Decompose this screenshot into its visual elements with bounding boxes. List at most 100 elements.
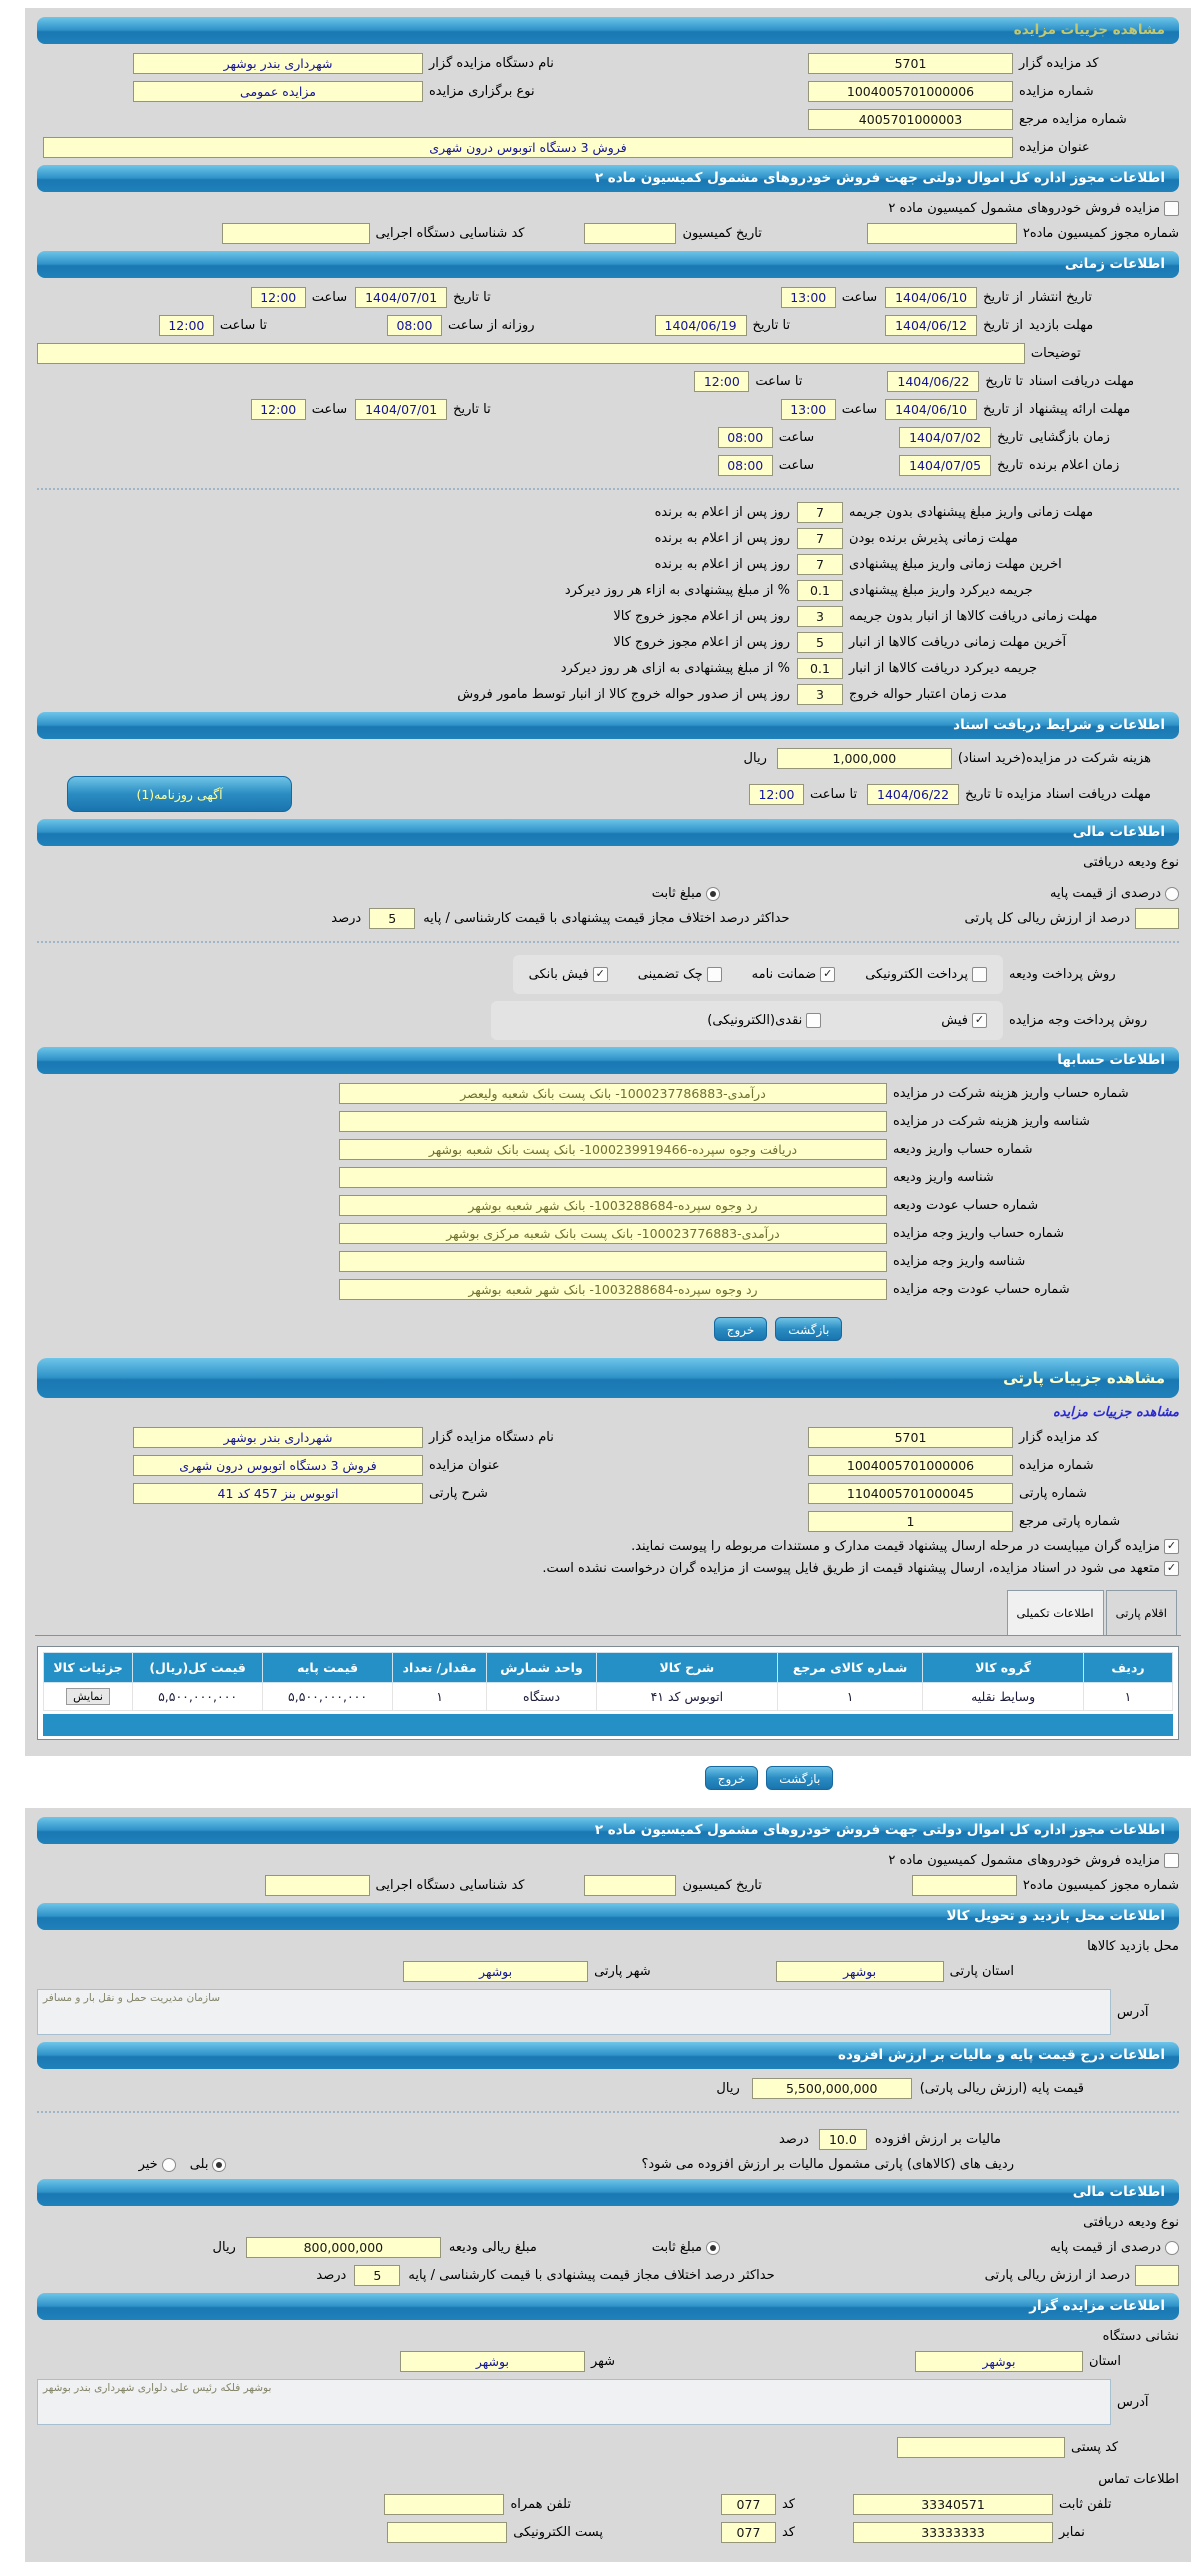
penalty-value[interactable] — [797, 580, 843, 601]
parti-title-field[interactable] — [133, 1455, 423, 1476]
offer-from-date[interactable] — [885, 399, 978, 420]
account-field[interactable] — [339, 1167, 887, 1188]
deposit-percent-field[interactable] — [1135, 2265, 1179, 2286]
penalty-value[interactable] — [797, 554, 843, 575]
organizer-city-field[interactable] — [399, 2351, 585, 2372]
opening-time[interactable] — [717, 427, 773, 448]
offer-from-time[interactable] — [780, 399, 836, 420]
auction-code-field[interactable] — [808, 53, 1013, 74]
docs-to-date[interactable] — [887, 371, 980, 392]
penalty-value[interactable] — [797, 528, 843, 549]
parti-auction-number-field[interactable] — [808, 1455, 1013, 1476]
parti-address-field[interactable]: سازمان مدیریت حمل و نقل بار و مسافر — [37, 1989, 1111, 2035]
tab-extra-info[interactable]: اطلاعات تکمیلی — [1006, 1590, 1104, 1635]
account-field[interactable] — [339, 1223, 887, 1244]
parti-number-field[interactable] — [808, 1483, 1013, 1504]
publish-from-date[interactable] — [885, 287, 978, 308]
account-field[interactable] — [339, 1195, 887, 1216]
max-diff-field[interactable] — [369, 908, 416, 929]
cash-electronic-checkbox[interactable] — [806, 1013, 822, 1028]
commission-permit-field[interactable] — [866, 223, 1017, 244]
penalty-value[interactable] — [797, 658, 843, 679]
show-item-details-button[interactable]: نمایش — [66, 1688, 110, 1705]
commission-checkbox[interactable] — [1164, 1853, 1179, 1868]
commission-checkbox[interactable] — [1164, 201, 1179, 216]
no-file-offer-checkbox[interactable] — [1164, 1561, 1179, 1576]
deposit-amount-field[interactable] — [245, 2237, 441, 2258]
max-diff-field[interactable] — [354, 2265, 401, 2286]
fixed-amount-radio[interactable] — [706, 2240, 721, 2255]
visit-daily-to[interactable] — [158, 315, 214, 336]
percent-of-base-radio[interactable] — [1165, 2240, 1179, 2255]
postal-code-field[interactable] — [897, 2437, 1065, 2458]
back-button[interactable]: بازگشت — [775, 1317, 843, 1341]
tab-parti-items[interactable]: اقلام پارتی — [1105, 1590, 1177, 1635]
electronic-payment-checkbox[interactable] — [972, 967, 987, 982]
parti-ref-field[interactable] — [808, 1511, 1013, 1532]
visit-from-date[interactable] — [885, 315, 978, 336]
commission-date-field[interactable] — [584, 223, 677, 244]
parti-auction-code-field[interactable] — [808, 1427, 1013, 1448]
slip-checkbox[interactable] — [972, 1013, 987, 1028]
auction-org-field[interactable] — [133, 53, 423, 74]
parti-city-field[interactable] — [403, 1961, 589, 1982]
parti-org-field[interactable] — [133, 1427, 423, 1448]
penalty-value[interactable] — [797, 684, 843, 705]
bank-slip-checkbox[interactable] — [592, 967, 608, 982]
offer-to-time[interactable] — [250, 399, 306, 420]
phone-field[interactable] — [853, 2494, 1053, 2515]
fixed-amount-radio[interactable] — [706, 886, 721, 901]
publish-to-date[interactable] — [355, 287, 448, 308]
docs-to-time[interactable] — [694, 371, 750, 392]
account-field[interactable] — [339, 1251, 887, 1272]
winner-time[interactable] — [717, 455, 773, 476]
account-field[interactable] — [339, 1083, 887, 1104]
vat-yes-radio[interactable] — [212, 2157, 227, 2172]
publish-from-time[interactable] — [780, 287, 836, 308]
certified-check-checkbox[interactable] — [706, 967, 722, 982]
docs-fee-field[interactable] — [776, 748, 952, 769]
penalty-value[interactable] — [797, 632, 843, 653]
opening-date[interactable] — [899, 427, 992, 448]
vat-field[interactable] — [818, 2129, 867, 2150]
deposit-percent-field[interactable] — [1135, 908, 1179, 929]
back-button[interactable]: بازگشت — [766, 1766, 834, 1790]
auction-ref-field[interactable] — [808, 109, 1013, 130]
base-price-field[interactable] — [751, 2078, 912, 2099]
penalty-value[interactable] — [797, 606, 843, 627]
commission-date-field[interactable] — [584, 1875, 677, 1896]
docs-deadline-time[interactable] — [748, 783, 804, 805]
phone-code-field[interactable] — [720, 2494, 776, 2515]
account-field[interactable] — [339, 1139, 887, 1160]
auction-number-field[interactable] — [808, 81, 1013, 102]
fax-field[interactable] — [853, 2522, 1053, 2543]
commission-agency-field[interactable] — [264, 1875, 370, 1896]
publish-to-time[interactable] — [250, 287, 306, 308]
auction-title-field[interactable] — [43, 137, 1013, 158]
offer-to-date[interactable] — [355, 399, 448, 420]
auction-type-field[interactable] — [133, 81, 423, 102]
organizer-province-field[interactable] — [915, 2351, 1083, 2372]
notes-field[interactable] — [37, 343, 1025, 364]
organizer-address-field[interactable]: بوشهر فلکه رئیس علی دلواری شهرداری بندر … — [37, 2379, 1111, 2425]
exit-button[interactable]: خروج — [713, 1317, 768, 1341]
email-field[interactable] — [387, 2522, 508, 2543]
vat-no-radio[interactable] — [161, 2157, 176, 2172]
account-field[interactable] — [339, 1279, 887, 1300]
view-auction-details-link[interactable]: مشاهده جزییات مزایده — [1052, 1405, 1179, 1420]
exit-button[interactable]: خروج — [704, 1766, 759, 1790]
visit-daily-from[interactable] — [386, 315, 442, 336]
parti-province-field[interactable] — [775, 1961, 944, 1982]
docs-deadline-date[interactable] — [867, 783, 960, 805]
mobile-field[interactable] — [384, 2494, 505, 2515]
newspaper-ad-button[interactable]: آگهی روزنامه(1) — [67, 776, 292, 812]
fax-code-field[interactable] — [720, 2522, 776, 2543]
penalty-value[interactable] — [797, 502, 843, 523]
guarantee-checkbox[interactable] — [820, 967, 836, 982]
visit-to-date[interactable] — [654, 315, 747, 336]
winner-date[interactable] — [899, 455, 992, 476]
percent-of-base-radio[interactable] — [1165, 886, 1179, 901]
commission-agency-field[interactable] — [221, 223, 370, 244]
account-field[interactable] — [339, 1111, 887, 1132]
attachments-required-checkbox[interactable] — [1164, 1539, 1179, 1554]
